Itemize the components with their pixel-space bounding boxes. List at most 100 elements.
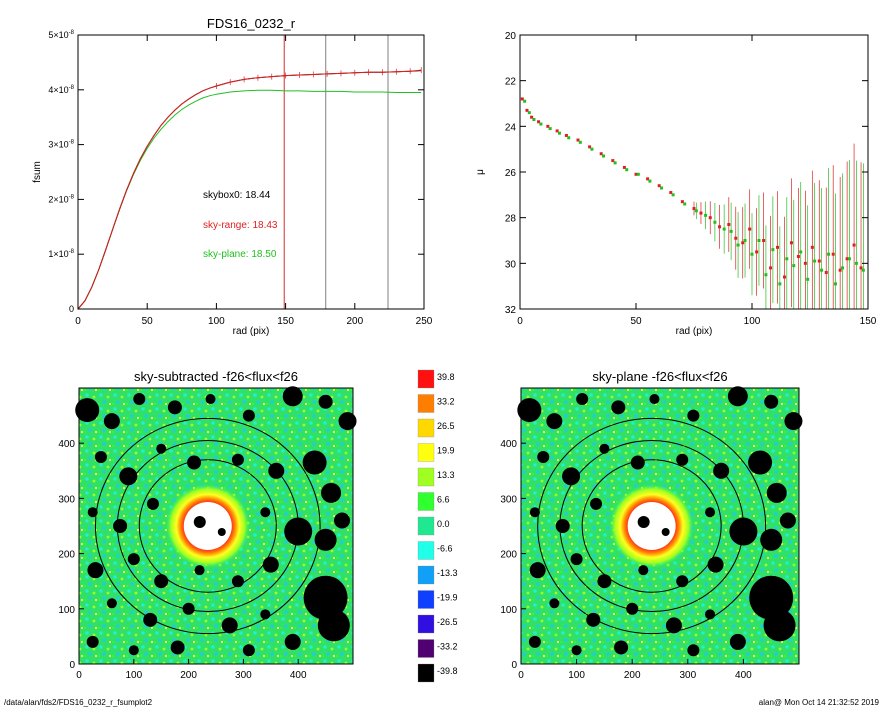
mu-point [852, 243, 856, 247]
mask-blob [705, 609, 716, 620]
y-tick-label: 20 [505, 31, 517, 42]
colorbar-label: -33.2 [437, 642, 458, 652]
middle-aperture [116, 439, 299, 613]
mu-point [622, 165, 626, 169]
colorbar-swatch [417, 394, 435, 413]
x-tick-label: 0 [518, 670, 524, 681]
mu-point [539, 122, 543, 126]
mu-point [845, 257, 849, 261]
mu-point [757, 239, 761, 242]
colorbar-swatch [417, 541, 435, 560]
mu-point [660, 186, 664, 190]
mu-point [799, 250, 803, 254]
mask-blob [317, 609, 350, 642]
mask-blob [549, 598, 560, 609]
colorbar-label: 33.2 [437, 397, 455, 407]
mask-blob [119, 467, 138, 486]
colorbar-label: 0.0 [437, 519, 450, 529]
colorbar-swatch [417, 614, 435, 634]
mask-blob [321, 482, 342, 503]
mu-point [796, 254, 800, 258]
mask-blob [638, 565, 649, 576]
mask-blob [113, 519, 128, 533]
mask-blob [94, 451, 107, 463]
mu-point [699, 211, 703, 215]
mu-point [669, 191, 673, 195]
x-tick-label: 150 [860, 316, 877, 327]
x-tick-label: 100 [744, 316, 761, 327]
mask-blob [262, 556, 279, 573]
mask-blob [338, 412, 357, 431]
sky-plane-title: sky-plane -f26<flux<f26 [592, 369, 727, 384]
mu-point [683, 202, 687, 206]
mu-point [634, 172, 638, 176]
mask-blob [766, 482, 787, 503]
y-tick-label: 24 [505, 122, 517, 133]
mask-blob [182, 602, 195, 615]
mu-point [694, 209, 698, 213]
mask-blob [217, 528, 226, 536]
x-tick-label: 400 [290, 670, 307, 681]
mask-blob [626, 602, 639, 615]
mask-blob [571, 645, 582, 656]
mu-point [854, 261, 858, 265]
x-tick-label: 100 [208, 316, 225, 327]
mask-blob [334, 512, 351, 529]
mu-point [576, 138, 580, 142]
mu-point [704, 213, 708, 217]
mu-point [782, 275, 786, 279]
mu-point [736, 243, 740, 247]
fsum-panel: FDS16_0232_r 0 50 100 150 200 250 0 1×10-8 2×10… [32, 16, 433, 337]
colorbar-swatch [417, 443, 435, 462]
colorbar-swatch [417, 467, 435, 487]
sky-subtracted-title: sky-subtracted -f26<flux<f26 [134, 369, 298, 384]
mask-blob [128, 645, 139, 656]
mu-point [564, 133, 568, 137]
colorbar-swatch [417, 492, 435, 511]
mu-point [785, 257, 789, 261]
mu-point [727, 223, 731, 227]
x-tick-label: 50 [630, 316, 642, 327]
mu-point [824, 270, 828, 274]
colorbar-label: -13.3 [437, 568, 458, 578]
colorbar-label: 13.3 [437, 470, 455, 480]
mu-point [680, 200, 684, 204]
y-tick-label: 300 [500, 494, 517, 505]
y-tick-label: 0 [511, 660, 517, 671]
colorbar: 39.8 33.2 26.5 19.9 13.3 6.6 0.0 -6.6 -13.3 -19.9… [417, 369, 458, 683]
colorbar-label: -39.8 [437, 666, 458, 676]
mask-blob [528, 635, 541, 648]
mu-point [789, 241, 793, 245]
middle-aperture [559, 439, 744, 613]
y-tick-label: 1×10-8 [48, 249, 74, 259]
sky-subtracted-frame [78, 387, 354, 665]
y-tick-label: 100 [58, 605, 75, 616]
mu-point [778, 282, 782, 286]
mask-blob [676, 453, 689, 466]
mu-point [602, 154, 606, 158]
mu-point [588, 145, 592, 149]
mu-x-ticks: 0 50 100 150 [517, 35, 877, 327]
annotation-sky-plane: sky-plane: 18.50 [203, 249, 277, 260]
y-tick-label: 3×10-8 [48, 140, 74, 150]
colorbar-swatch [417, 516, 435, 536]
colorbar-swatch [417, 565, 435, 585]
mask-blob [748, 450, 773, 475]
mu-point [530, 115, 534, 119]
mu-point [525, 108, 529, 112]
colorbar-swatch [417, 418, 435, 438]
mu-point [708, 216, 712, 220]
mask-blob [282, 386, 303, 407]
mu-panel: 0 50 100 150 20 22 24 26 28 30 32 rad (pix) μ [475, 31, 877, 337]
mu-point [813, 259, 817, 263]
mu-xlabel: rad (pix) [676, 326, 713, 337]
mu-point [648, 179, 652, 183]
y-tick-label: 22 [505, 77, 517, 88]
mu-point [532, 117, 536, 121]
sky-subtracted-image [75, 386, 357, 664]
mask-blob [205, 394, 216, 405]
x-tick-label: 50 [142, 316, 154, 327]
galaxy-core [627, 502, 676, 550]
mask-blob [242, 644, 255, 657]
mu-point [537, 120, 541, 124]
